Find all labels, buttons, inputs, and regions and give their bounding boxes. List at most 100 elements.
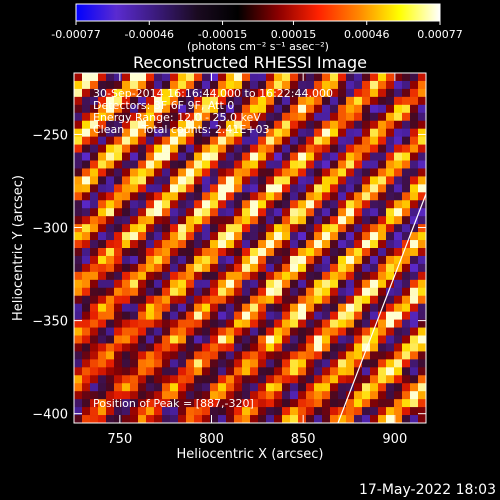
heatmap-cell [106, 383, 115, 392]
heatmap-cell [290, 192, 299, 201]
heatmap-cell [98, 96, 107, 106]
heatmap-cell [298, 375, 307, 384]
heatmap-cell [90, 367, 99, 376]
heatmap-cell [226, 73, 235, 82]
heatmap-cell [106, 271, 115, 281]
heatmap-cell [362, 391, 371, 400]
heatmap-cell [162, 391, 171, 400]
heatmap-cell [82, 303, 91, 313]
heatmap-cell [282, 88, 291, 98]
heatmap-cell [194, 200, 203, 209]
heatmap-cell [298, 383, 307, 392]
heatmap-cell [74, 279, 83, 289]
heatmap-cell [138, 391, 147, 400]
heatmap-cell [274, 279, 283, 289]
heatmap-cell [298, 303, 307, 313]
heatmap-cell [98, 391, 107, 400]
heatmap-cell [242, 279, 251, 289]
heatmap-cell [138, 248, 147, 257]
heatmap-cell [282, 96, 291, 106]
heatmap-cell [74, 136, 83, 145]
heatmap-cell [258, 176, 267, 185]
heatmap-cell [130, 184, 139, 193]
heatmap-cell [330, 200, 339, 209]
heatmap-cell [242, 263, 251, 273]
heatmap-cell [234, 391, 243, 400]
x-tick-label: 850 [291, 432, 316, 447]
heatmap-cell [354, 73, 363, 82]
heatmap-cell [314, 88, 323, 98]
heatmap-cell [226, 160, 235, 169]
heatmap-cell [338, 343, 347, 352]
heatmap-cell [354, 152, 363, 161]
heatmap-cell [282, 327, 291, 336]
heatmap-cell [202, 73, 211, 82]
heatmap-cell [122, 240, 131, 249]
heatmap-cell [90, 335, 99, 344]
heatmap-cell [74, 152, 83, 161]
heatmap-cell [234, 311, 243, 320]
heatmap-cell [330, 184, 339, 193]
heatmap-cell [186, 176, 195, 185]
colorbar-unit-label: (photons cm⁻² s⁻¹ asec⁻²) [187, 40, 329, 53]
heatmap-cell [98, 279, 107, 289]
heatmap-cell [258, 96, 267, 106]
heatmap-cell [74, 391, 83, 400]
heatmap-cell [258, 367, 267, 376]
heatmap-cell [146, 335, 155, 344]
heatmap-cell [202, 343, 211, 352]
heatmap-cell [418, 120, 426, 130]
heatmap-cell [234, 375, 243, 384]
heatmap-cell [154, 415, 163, 423]
heatmap-cell [170, 279, 179, 289]
heatmap-cell [250, 311, 259, 320]
heatmap-cell [362, 232, 371, 241]
heatmap-cell [386, 335, 395, 344]
heatmap-cell [370, 263, 379, 273]
heatmap-cell [98, 263, 107, 273]
heatmap-cell [338, 88, 347, 98]
heatmap-cell [362, 335, 371, 344]
heatmap-cell [266, 168, 275, 177]
heatmap-cell [210, 303, 219, 313]
heatmap-cell [122, 73, 131, 82]
heatmap-cell [250, 343, 259, 352]
heatmap-cell [90, 200, 99, 209]
heatmap-cell [250, 208, 259, 217]
heatmap-cell [378, 359, 387, 368]
heatmap-cell [402, 415, 411, 423]
heatmap-cell [370, 73, 379, 82]
heatmap-cell [138, 319, 147, 328]
heatmap-cell [290, 232, 299, 241]
heatmap-cell [122, 351, 131, 360]
heatmap-cell [170, 73, 179, 82]
heatmap-cell [274, 120, 283, 130]
heatmap-cell [170, 351, 179, 360]
heatmap-cell [114, 73, 123, 82]
heatmap-cell [234, 248, 243, 257]
heatmap-cell [98, 335, 107, 344]
heatmap-cell [402, 287, 411, 297]
heatmap-cell [226, 152, 235, 161]
heatmap-cell [346, 343, 355, 352]
heatmap-cell [330, 407, 339, 416]
heatmap-cell [346, 224, 355, 233]
heatmap-cell [138, 104, 147, 114]
heatmap-cell [418, 168, 426, 177]
heatmap-cell [146, 168, 155, 177]
heatmap-cell [170, 407, 179, 416]
heatmap-cell [162, 351, 171, 360]
heatmap-cell [410, 255, 419, 265]
heatmap-cell [362, 96, 371, 106]
heatmap-cell [250, 200, 259, 209]
heatmap-cell [178, 319, 187, 328]
heatmap-cell [186, 415, 195, 423]
heatmap-cell [266, 192, 275, 201]
heatmap-cell [82, 136, 91, 145]
heatmap-cell [402, 144, 411, 153]
heatmap-cell [154, 224, 163, 233]
heatmap-cell [114, 263, 123, 273]
heatmap-cell [170, 224, 179, 233]
heatmap-cell [218, 144, 227, 153]
heatmap-cell [250, 367, 259, 376]
